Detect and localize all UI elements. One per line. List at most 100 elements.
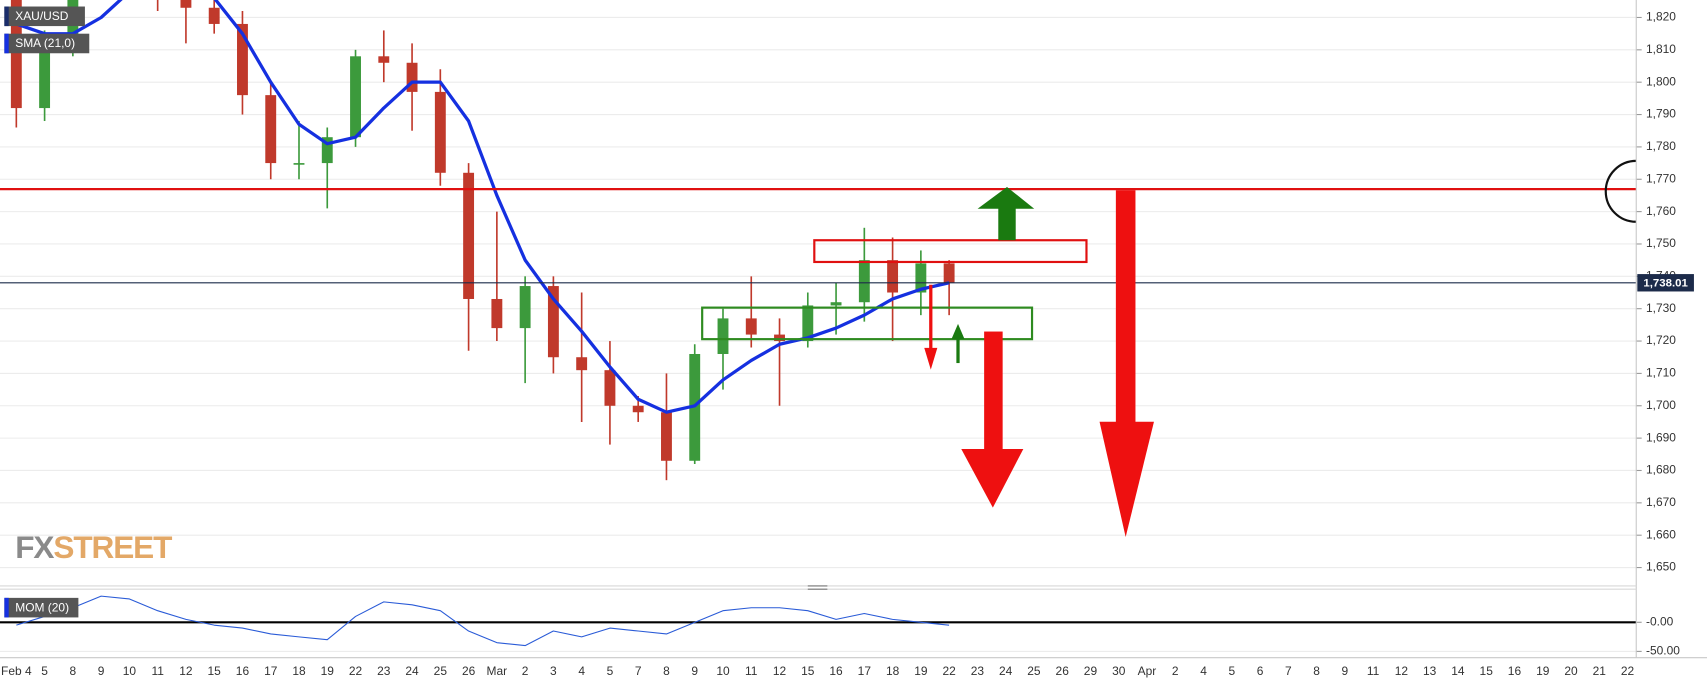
big-down-arrow-shaft [1115, 190, 1136, 424]
y-tick-label: 1,820 [1646, 10, 1676, 24]
y-tick-label: 1,780 [1646, 139, 1676, 153]
x-tick-label: 19 [1536, 664, 1550, 678]
down-arrow-shaft [984, 331, 1003, 452]
x-tick-label: 16 [236, 664, 250, 678]
legend-swatch [4, 33, 9, 54]
y-tick-label: 1,700 [1646, 398, 1676, 412]
x-tick-label: 18 [886, 664, 900, 678]
x-tick-label: 14 [1451, 664, 1465, 678]
candle-body [237, 23, 248, 96]
annotations [0, 159, 1637, 537]
y-tick-label: 1,690 [1646, 430, 1676, 444]
legend-label: MOM (20) [15, 600, 69, 614]
y-tick-label: 1,710 [1646, 366, 1676, 380]
x-tick-label: 5 [607, 664, 614, 678]
x-tick-label: 15 [1480, 664, 1494, 678]
y-tick-label: 1,800 [1646, 74, 1676, 88]
legend-swatch [4, 6, 9, 27]
x-tick-label: 7 [635, 664, 642, 678]
x-tick-label: 23 [377, 664, 391, 678]
candle-body [265, 95, 277, 164]
x-tick-label: 22 [942, 664, 956, 678]
candle-body [576, 357, 588, 371]
x-tick-label: 21 [1593, 664, 1607, 678]
x-tick-label: 23 [971, 664, 985, 678]
candle-body [39, 40, 51, 109]
candle-body [604, 370, 616, 406]
price-marks [0, 0, 1637, 481]
x-tick-label: 11 [151, 664, 164, 678]
x-tick-label: 26 [1056, 664, 1070, 678]
x-tick-label: 22 [1621, 664, 1635, 678]
y-tick-label: -0.00 [1646, 614, 1674, 628]
candle-body [208, 7, 220, 24]
candle-body [463, 172, 475, 299]
x-tick-label: 12 [773, 664, 787, 678]
x-tick-label: 30 [1112, 664, 1126, 678]
resistance-box [813, 239, 1088, 264]
candle-body [745, 318, 757, 335]
y-tick-label: 1,670 [1646, 495, 1676, 509]
legend-label: XAU/USD [15, 9, 69, 23]
y-tick-label: 1,750 [1646, 236, 1676, 250]
x-tick-label: 12 [1395, 664, 1409, 678]
watermark-street: STREET [53, 529, 172, 565]
candle-body [434, 91, 446, 173]
candle-body [350, 56, 361, 138]
x-tick-label: 17 [264, 664, 278, 678]
edge-arc [1604, 159, 1637, 223]
y-tick-label: 1,810 [1646, 42, 1676, 56]
candle-body [547, 286, 559, 358]
candle-body [632, 405, 644, 413]
candle-body [378, 56, 390, 63]
y-tick-label: 1,770 [1646, 171, 1676, 185]
watermark-fx: FX [15, 529, 54, 565]
candle-body [491, 298, 503, 329]
x-tick-label: 4 [1200, 664, 1207, 678]
candle-body [915, 263, 927, 293]
x-tick-label: 19 [914, 664, 928, 678]
x-tick-label: 22 [349, 664, 363, 678]
candle-body [180, 0, 192, 8]
up-arrow-shaft [998, 206, 1016, 241]
candle-body [802, 305, 814, 342]
x-tick-label: 15 [801, 664, 815, 678]
x-tick-label: 10 [716, 664, 730, 678]
candle-body [943, 263, 955, 283]
y-tick-label: 1,730 [1646, 301, 1676, 315]
y-tick-label: -50.00 [1646, 644, 1680, 658]
candle-body [830, 302, 842, 306]
small-up-arrow-head [951, 323, 965, 340]
x-tick-label: 26 [462, 664, 476, 678]
big-down-arrow-head [1099, 421, 1154, 537]
legend-label: SMA (21,0) [15, 36, 75, 50]
watermark: FXSTREET [15, 529, 172, 565]
x-tick-label: 29 [1084, 664, 1098, 678]
candle-body [10, 0, 22, 109]
momentum-marks [16, 595, 950, 647]
y-tick-label: 1,680 [1646, 463, 1676, 477]
x-tick-label: Feb 4 [1, 664, 32, 678]
x-tick-label: 15 [208, 664, 222, 678]
y-tick-label: 1,720 [1646, 333, 1676, 347]
candle-body [661, 412, 672, 461]
x-tick-label: 17 [858, 664, 872, 678]
x-tick-label: 2 [1172, 664, 1179, 678]
y-tick-label: 1,760 [1646, 204, 1676, 218]
y-tick-label: 1,660 [1646, 527, 1676, 541]
small-down-arrow-head [924, 347, 938, 370]
x-tick-label: 16 [829, 664, 843, 678]
x-tick-label: Mar [487, 664, 508, 678]
x-tick-label: 12 [179, 664, 193, 678]
x-tick-label: 25 [434, 664, 448, 678]
x-tick-label: 4 [578, 664, 585, 678]
grid [0, 16, 1637, 652]
x-tick-label: 18 [292, 664, 306, 678]
candle-body [717, 318, 729, 354]
labels: Feb 4 5 8 9 10 11 12 15 16 17 18 19 22 23 24 25 26 Mar 2 3 4… [1, 10, 1694, 678]
candle-body [887, 260, 899, 293]
legend-box [4, 33, 90, 54]
